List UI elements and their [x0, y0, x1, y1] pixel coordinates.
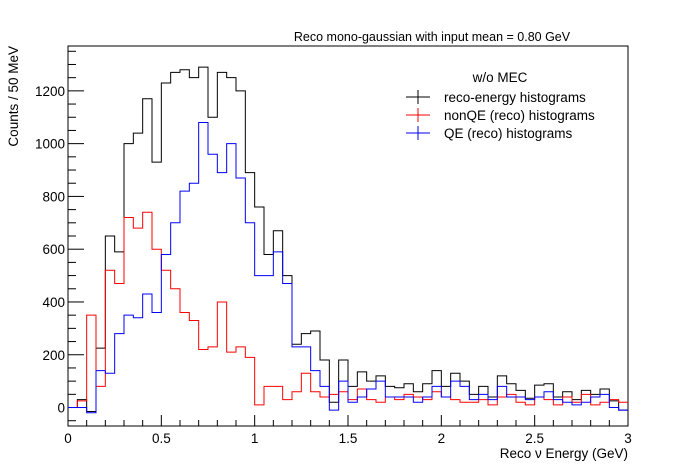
y-axis-ticks: 0 200 400 600 800 1000 1200	[35, 50, 84, 422]
x-tick-label: 0.5	[152, 431, 171, 446]
legend-title: w/o MEC	[472, 70, 528, 85]
legend-label: QE (reco) histograms	[444, 126, 573, 141]
y-tick-label: 200	[42, 348, 65, 363]
chart-title: Reco mono-gaussian with input mean = 0.8…	[294, 30, 571, 44]
legend-entry: reco-energy histograms	[406, 90, 586, 105]
x-axis-ticks: 0 0.5 1 1.5 2 2.5 3	[64, 415, 632, 446]
x-tick-label: 3	[624, 431, 632, 446]
x-tick-label: 2	[438, 431, 446, 446]
legend: w/o MEC reco-energy histograms nonQE (rec…	[406, 70, 595, 141]
histogram-line-qe-reco-histograms	[68, 122, 628, 414]
y-tick-label: 1200	[35, 84, 65, 99]
x-tick-label: 1.5	[339, 431, 358, 446]
plot-area: 0 0.5 1 1.5 2 2.5 3 0 200 400 600 800 1000 1200	[35, 45, 632, 446]
histogram-series	[68, 66, 628, 414]
legend-entry: QE (reco) histograms	[406, 126, 573, 141]
y-tick-label: 400	[42, 295, 65, 310]
legend-label: nonQE (reco) histograms	[444, 108, 595, 123]
histogram-line-reco-energy-histograms	[68, 66, 628, 412]
y-tick-label: 1000	[35, 137, 65, 152]
y-tick-label: 600	[42, 242, 65, 257]
y-tick-label: 800	[42, 189, 65, 204]
y-axis-label: Counts / 50 MeV	[6, 46, 21, 147]
x-axis-label: Reco ν Energy (GeV)	[500, 446, 628, 461]
legend-entries: reco-energy histograms nonQE (reco) histo…	[406, 90, 595, 141]
x-tick-label: 2.5	[525, 431, 544, 446]
x-tick-label: 1	[251, 431, 259, 446]
x-tick-label: 0	[64, 431, 72, 446]
legend-label: reco-energy histograms	[444, 90, 586, 105]
legend-entry: nonQE (reco) histograms	[406, 108, 595, 123]
y-tick-label: 0	[57, 401, 65, 416]
